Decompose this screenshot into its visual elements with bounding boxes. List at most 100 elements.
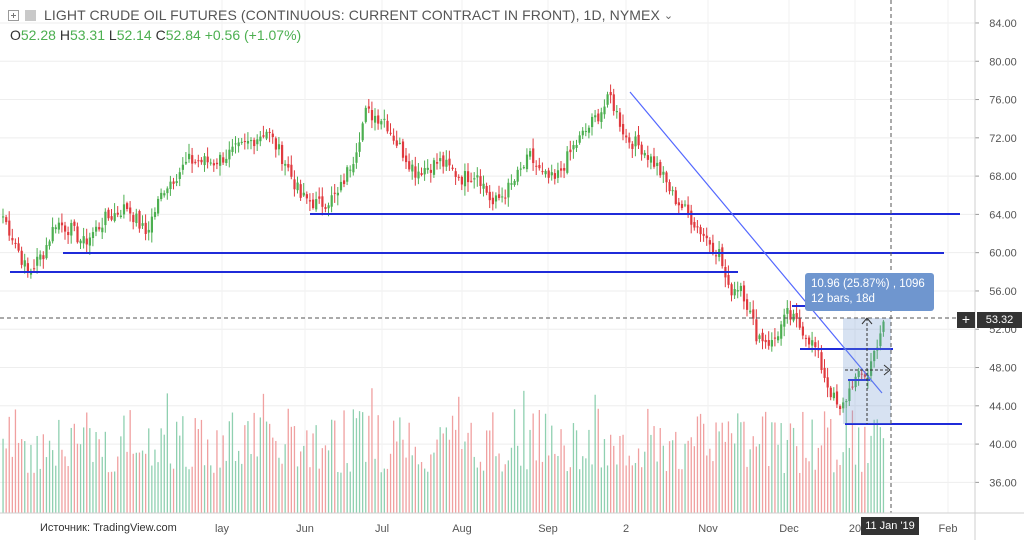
volume-bar bbox=[662, 445, 664, 513]
candle-body bbox=[684, 204, 687, 206]
candle-body bbox=[696, 226, 699, 228]
candle-body bbox=[879, 333, 882, 347]
candle-body bbox=[637, 134, 640, 146]
candle-body bbox=[832, 392, 835, 399]
volume-bar bbox=[393, 420, 395, 513]
candle-body bbox=[64, 225, 67, 232]
volume-bar bbox=[811, 419, 813, 513]
candle-body bbox=[383, 118, 386, 120]
expand-icon[interactable] bbox=[8, 9, 19, 21]
candle-body bbox=[287, 164, 290, 168]
candle-body bbox=[792, 313, 795, 321]
candle-body bbox=[668, 182, 671, 192]
candle-body bbox=[640, 144, 643, 155]
candle-body bbox=[253, 139, 256, 147]
cursor-date-tag: 11 Jan '19 bbox=[861, 517, 919, 535]
chevron-down-icon[interactable]: ⌄ bbox=[663, 9, 674, 22]
candle-body bbox=[863, 374, 866, 377]
volume-bar bbox=[513, 409, 516, 513]
candle-body bbox=[835, 391, 839, 405]
candle-body bbox=[711, 242, 715, 253]
x-tick-label: Nov bbox=[698, 523, 718, 535]
volume-bar bbox=[870, 435, 872, 513]
symbol-title[interactable]: LIGHT CRUDE OIL FUTURES (CONTINUOUS: CUR… bbox=[8, 6, 673, 24]
volume-bar bbox=[244, 425, 246, 513]
volume-bar bbox=[544, 413, 547, 513]
volume-bar bbox=[774, 422, 776, 513]
candle-body bbox=[411, 164, 414, 172]
volume-bar bbox=[182, 416, 184, 513]
volume-bar bbox=[281, 463, 283, 513]
candle-body bbox=[665, 172, 668, 183]
candle-body bbox=[457, 176, 460, 178]
volume-bar bbox=[647, 408, 649, 513]
volume-bar bbox=[696, 416, 699, 513]
volume-bar bbox=[331, 419, 333, 513]
volume-bar bbox=[210, 465, 212, 513]
volume-bar bbox=[253, 412, 255, 513]
candle-body bbox=[432, 160, 436, 175]
candle-body bbox=[615, 110, 618, 113]
volume-bar bbox=[625, 465, 627, 513]
volume-bar bbox=[582, 456, 584, 513]
volume-bar bbox=[628, 455, 630, 513]
volume-bar bbox=[724, 441, 726, 513]
source-label: Источник: TradingView.com bbox=[40, 522, 177, 534]
volume-bar bbox=[380, 472, 382, 513]
y-tick-label: 56.00 bbox=[989, 286, 1017, 298]
candle-body bbox=[321, 196, 324, 207]
volume-bar bbox=[315, 425, 317, 513]
candle-body bbox=[795, 313, 798, 319]
candle-body bbox=[290, 164, 293, 177]
volume-bar bbox=[169, 463, 172, 513]
volume-bar bbox=[324, 445, 327, 513]
volume-bar bbox=[693, 446, 695, 513]
volume-bar bbox=[461, 448, 463, 513]
volume-bar bbox=[430, 454, 432, 513]
volume-bar bbox=[448, 439, 451, 513]
volume-bar bbox=[755, 446, 757, 513]
candle-body bbox=[783, 314, 786, 327]
volume-bar bbox=[234, 460, 237, 513]
volume-bar bbox=[579, 469, 581, 513]
candle-body bbox=[333, 192, 336, 194]
candle-body bbox=[163, 193, 166, 196]
volume-bar bbox=[718, 431, 720, 513]
volume-bar bbox=[479, 461, 482, 513]
candle-body bbox=[451, 167, 454, 169]
volume-bar bbox=[495, 456, 497, 513]
candle-body bbox=[777, 336, 780, 341]
volume-bar bbox=[458, 396, 460, 513]
candle-body bbox=[634, 136, 637, 147]
volume-bar bbox=[637, 448, 640, 513]
volume-bar bbox=[396, 441, 398, 513]
candle-body bbox=[550, 172, 553, 176]
candle-body bbox=[246, 140, 250, 144]
volume-bar bbox=[200, 419, 203, 513]
candle-body bbox=[749, 310, 752, 313]
volume-bar bbox=[318, 468, 320, 513]
y-tick-label: 36.00 bbox=[989, 477, 1017, 489]
volume-bar bbox=[424, 468, 426, 513]
candle-body bbox=[563, 168, 566, 171]
volume-bar bbox=[45, 457, 48, 513]
candle-body bbox=[680, 203, 684, 209]
volume-bar bbox=[842, 452, 844, 513]
volume-bar bbox=[163, 434, 165, 513]
candle-body bbox=[243, 141, 246, 143]
candle-body bbox=[603, 106, 606, 115]
candle-body bbox=[870, 361, 873, 376]
volume-bar bbox=[653, 426, 655, 513]
volume-bar bbox=[374, 458, 376, 513]
candle-body bbox=[256, 139, 259, 145]
candle-body bbox=[690, 210, 693, 225]
ohlc-legend: O52.28 H53.31 L52.14 C52.84 +0.56 (+1.07… bbox=[10, 27, 301, 43]
candle-body bbox=[746, 299, 749, 310]
candle-body bbox=[702, 233, 705, 236]
volume-bar bbox=[492, 412, 494, 513]
candle-body bbox=[826, 377, 829, 388]
candle-body bbox=[448, 158, 451, 166]
crosshair-plus-icon[interactable]: + bbox=[957, 312, 975, 328]
volume-bar bbox=[858, 427, 860, 513]
